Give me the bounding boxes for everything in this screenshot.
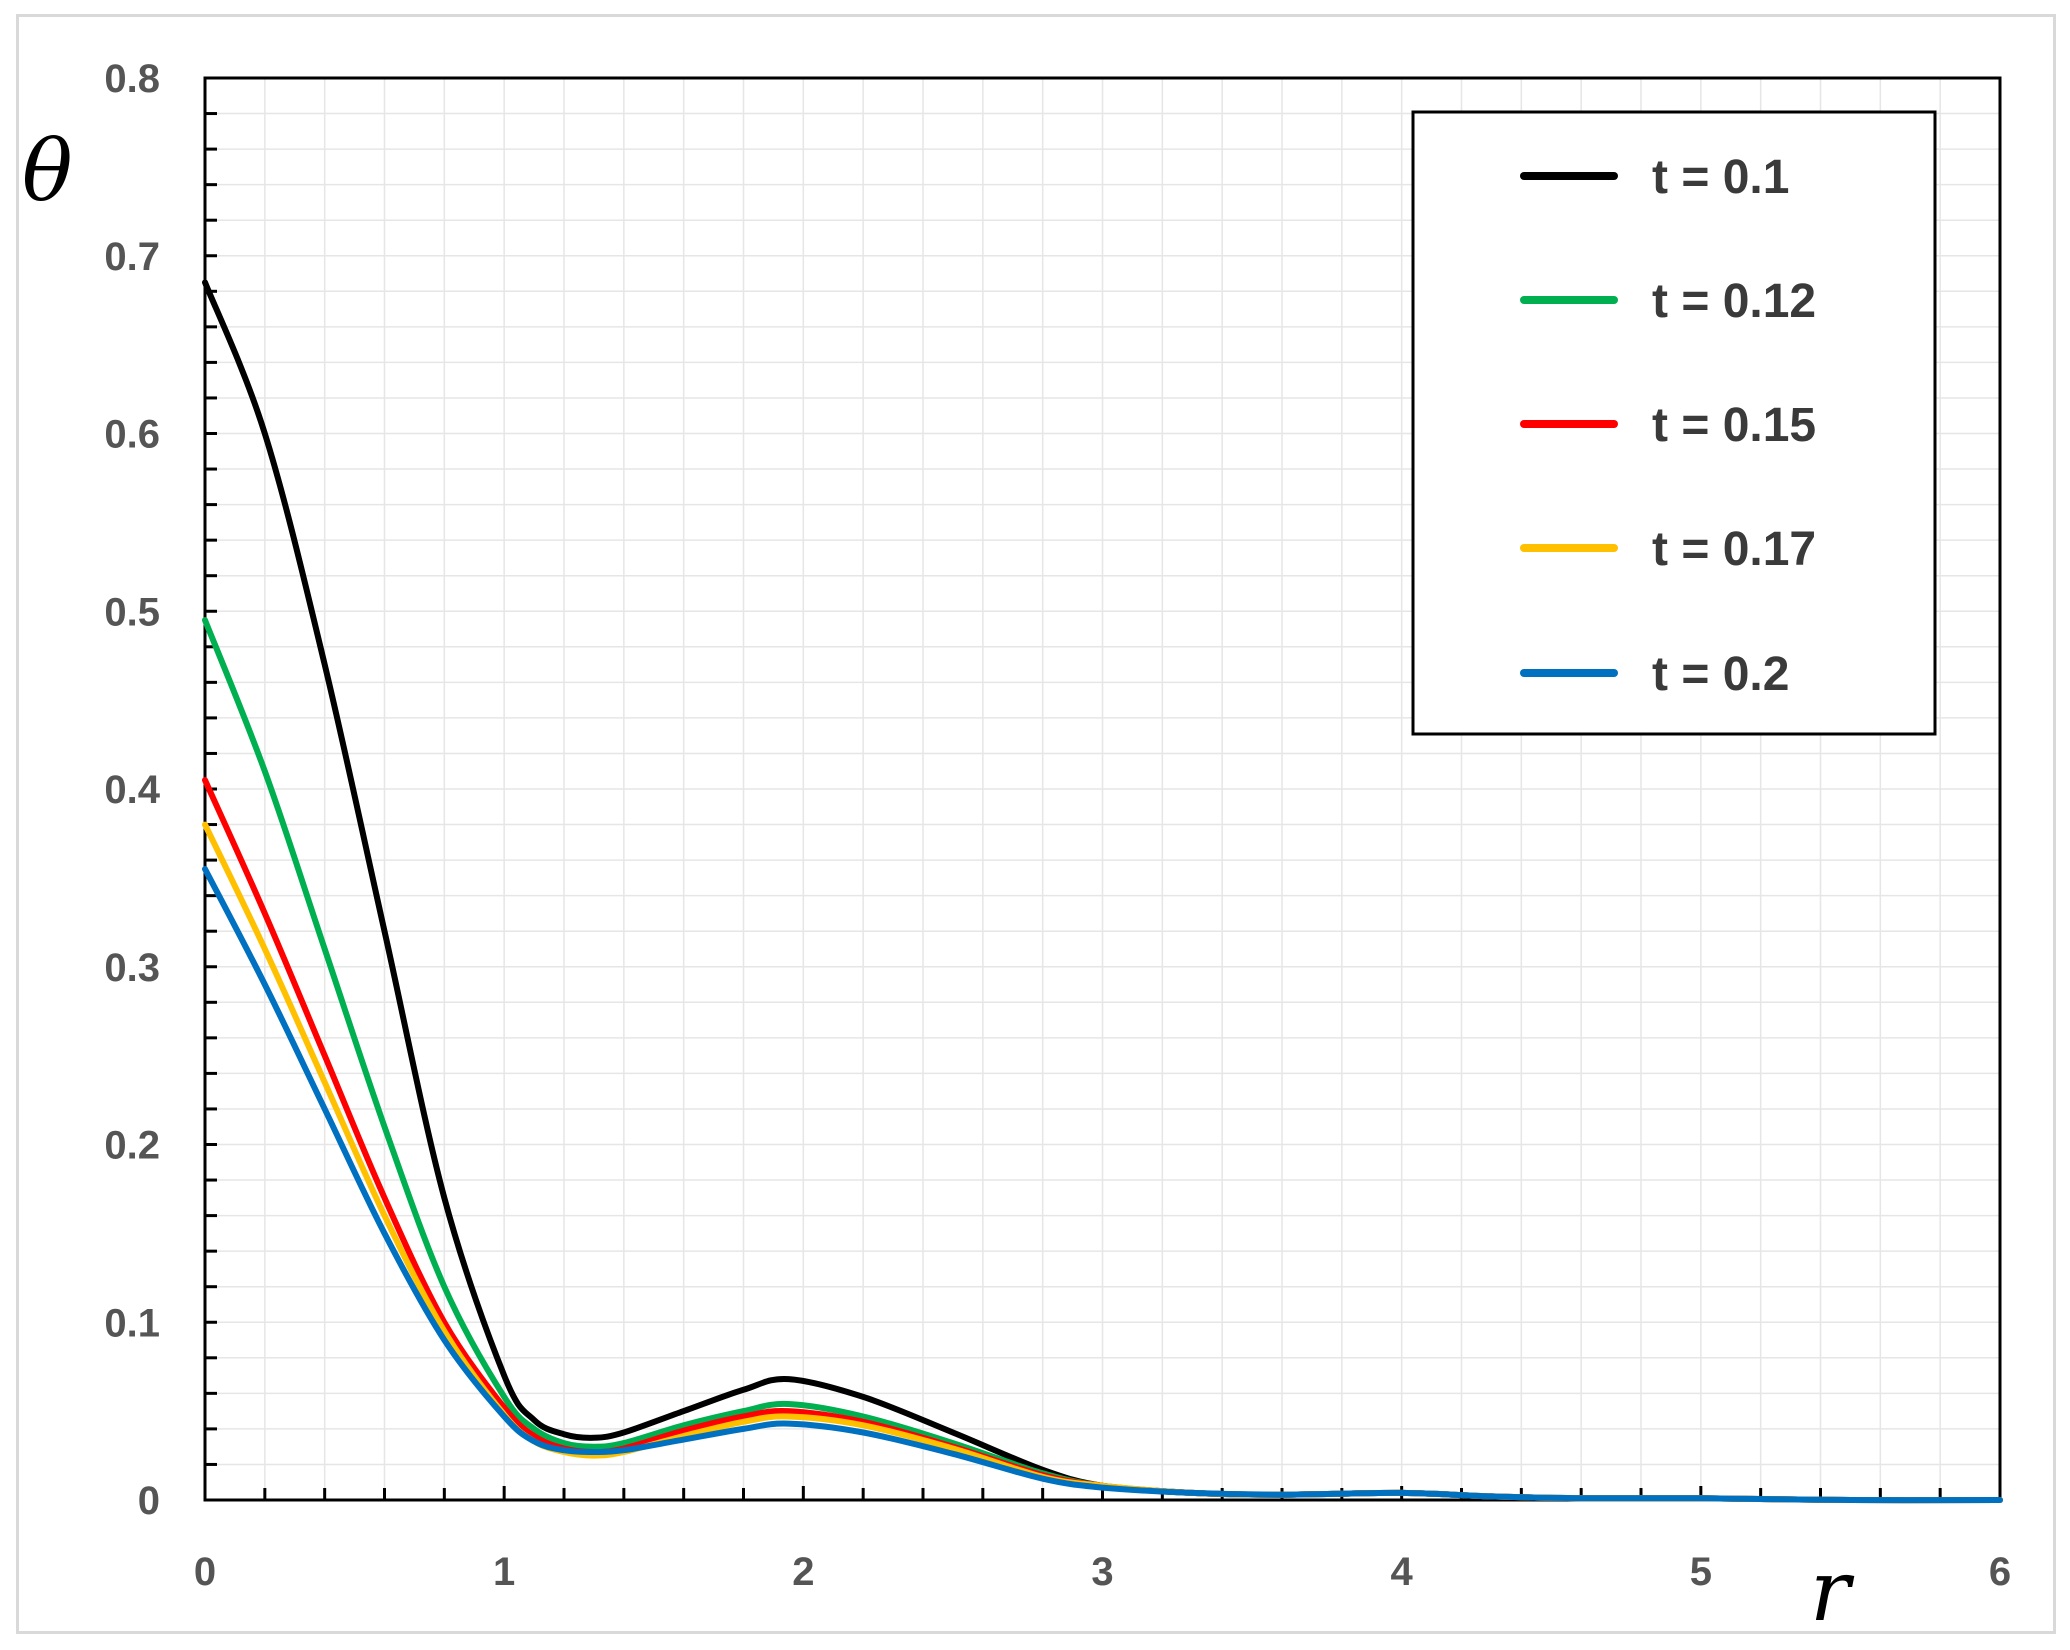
y-tick-label: 0.4: [104, 768, 160, 812]
legend-label: t = 0.12: [1652, 275, 1816, 328]
y-tick-label: 0: [138, 1479, 160, 1523]
x-tick-label: 2: [792, 1550, 814, 1594]
x-tick-label: 4: [1391, 1550, 1414, 1594]
y-tick-label: 0.2: [104, 1124, 160, 1168]
x-tick-label: 5: [1690, 1550, 1712, 1594]
y-tick-label: 0.1: [104, 1301, 160, 1345]
y-tick-label: 0.5: [104, 590, 160, 634]
tick-labels: 0 1 2 3 4 5 6 0 0.1 0.2 0.3 0.4 0.5 0.6 0.7 0.8: [104, 57, 2011, 1594]
series-lines: [202, 279, 2003, 1504]
x-tick-label: 0: [194, 1550, 216, 1594]
axes: [203, 76, 2002, 1502]
x-tick-label: 1: [493, 1550, 515, 1594]
y-tick-label: 0.6: [104, 413, 160, 457]
legend: t = 0.1 t = 0.12 t = 0.15 t = 0.17 t = 0.2: [1411, 110, 1937, 736]
series-line-4: [202, 866, 2003, 1504]
y-axis-label: θ: [22, 122, 73, 220]
legend-label: t = 0.2: [1652, 648, 1789, 701]
y-tick-label: 0.3: [104, 946, 160, 990]
legend-box: [1411, 110, 1937, 736]
legend-label: t = 0.15: [1652, 399, 1816, 452]
x-tick-label: 6: [1989, 1550, 2011, 1594]
legend-label: t = 0.17: [1652, 523, 1816, 576]
y-tick-label: 0.7: [104, 235, 160, 279]
x-axis-label: r: [1810, 1542, 1855, 1640]
legend-label: t = 0.1: [1652, 151, 1789, 204]
y-tick-label: 0.8: [104, 57, 160, 101]
x-tick-label: 3: [1091, 1550, 1113, 1594]
